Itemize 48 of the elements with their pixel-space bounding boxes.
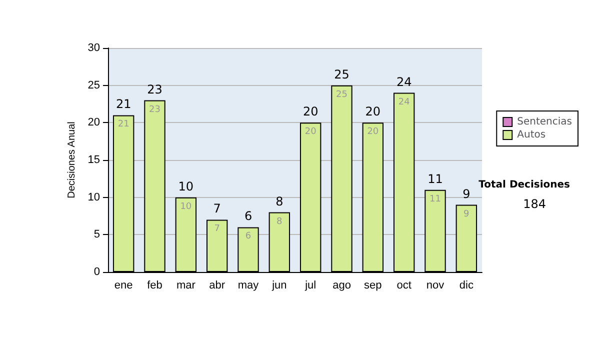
data-label: 11 <box>430 194 441 204</box>
total-label: 25 <box>334 67 350 82</box>
data-label: 8 <box>276 216 283 227</box>
total-label: 24 <box>396 74 412 89</box>
total-label: 20 <box>302 104 318 119</box>
x-tick-label: jun <box>271 280 287 292</box>
data-label: 20 <box>367 127 379 138</box>
data-label: 7 <box>214 224 220 234</box>
data-label: 9 <box>464 209 470 220</box>
text: 184 <box>523 197 546 211</box>
data-label: 21 <box>118 120 130 130</box>
total-label: 7 <box>213 202 221 216</box>
y-axis-title: Decisiones Anual <box>66 122 78 198</box>
x-tick-label: oct <box>396 280 412 292</box>
y-tick-label: 20 <box>88 116 100 129</box>
data-label: 20 <box>304 127 317 138</box>
y-tick-label: 10 <box>88 191 100 204</box>
legend-label: Sentencias <box>517 116 572 128</box>
x-tick-label: nov <box>426 280 445 292</box>
x-tick-label: feb <box>147 280 162 292</box>
total-label: 9 <box>462 186 470 201</box>
y-tick-label: 15 <box>88 154 100 166</box>
total-label: 21 <box>116 97 132 112</box>
total-label: 23 <box>147 82 162 96</box>
y-tick-label: 0 <box>94 266 100 278</box>
y-tick-label: 30 <box>88 42 100 54</box>
total-label: 11 <box>428 172 443 186</box>
x-tick-label: mar <box>176 280 196 292</box>
annotation: Total Decisiones <box>478 180 570 190</box>
x-tick-label: ago <box>332 280 351 292</box>
total-label: 10 <box>178 179 194 194</box>
total-label: 8 <box>276 194 284 208</box>
data-label: 10 <box>180 202 192 212</box>
x-tick-label: jul <box>304 280 316 292</box>
y-tick-label: 25 <box>88 79 100 92</box>
data-label: 23 <box>149 104 160 115</box>
total-label: 20 <box>365 104 381 119</box>
data-label: 25 <box>336 90 348 100</box>
total-label: 6 <box>244 209 252 224</box>
x-tick-label: ene <box>114 280 133 292</box>
x-tick-label: may <box>238 280 260 292</box>
x-tick-label: sep <box>364 280 382 292</box>
x-tick-label: dic <box>459 280 474 292</box>
data-label: 24 <box>398 97 410 108</box>
data-label: 6 <box>245 232 252 242</box>
y-tick-label: 5 <box>94 228 100 241</box>
legend-label: Autos <box>517 130 546 140</box>
x-tick-label: abr <box>209 280 226 292</box>
